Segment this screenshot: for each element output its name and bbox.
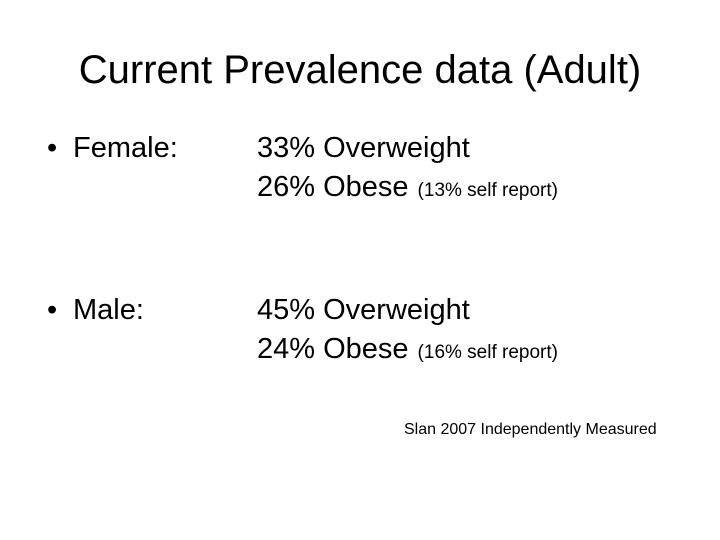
category-label-female: Female: [73,132,178,164]
female-self-report-note: (13% self report) [417,180,558,201]
male-obese-line: 24% Obese (16% self report) [257,330,558,372]
female-obese-line: 26% Obese (13% self report) [257,168,558,210]
slide-title: Current Prevalence data (Adult) [78,48,642,92]
bullet-icon: • [47,132,58,164]
female-overweight-stat: 33% Overweight [257,132,470,164]
stats-column-female: 33% Overweight 26% Obese (13% self report… [257,129,558,210]
bullet-icon: • [47,294,58,326]
source-footnote: Slan 2007 Independently Measured [404,421,657,438]
male-obese-stat: 24% Obese [257,333,409,365]
male-overweight-stat: 45% Overweight [257,294,470,326]
female-obese-stat: 26% Obese [257,171,409,203]
male-self-report-note: (16% self report) [417,342,558,363]
stats-column-male: 45% Overweight 24% Obese (16% self report… [257,291,558,372]
category-label-male: Male: [73,294,144,326]
